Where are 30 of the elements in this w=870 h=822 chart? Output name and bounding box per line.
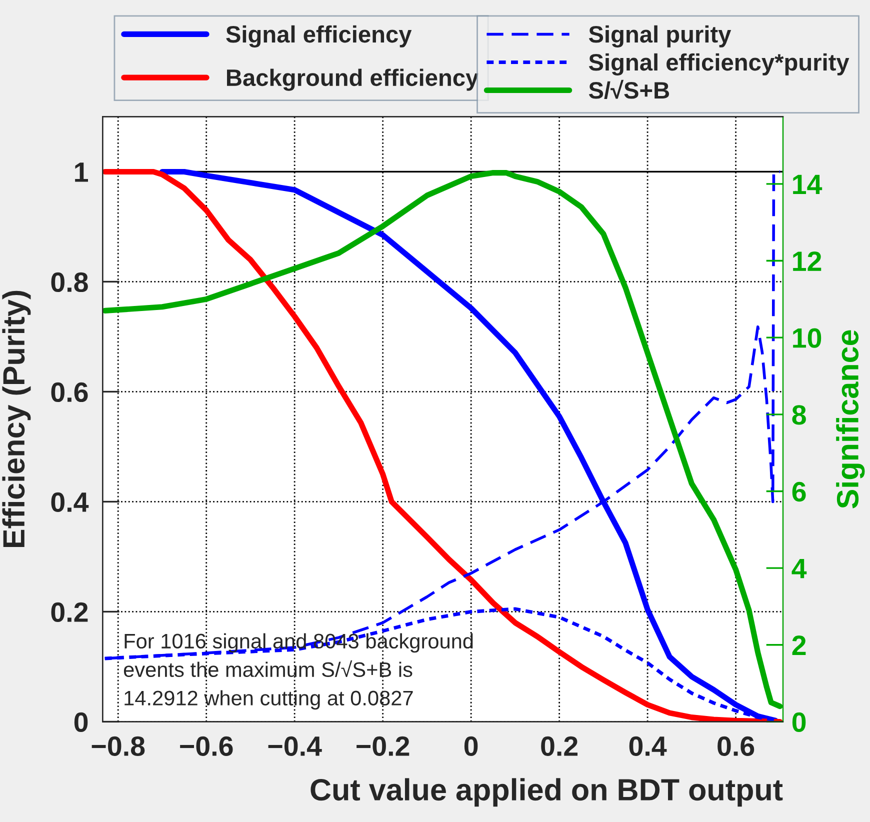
y2-tick-label: 4 (792, 559, 807, 578)
y-axis-title: Efficiency (Purity) (2, 290, 31, 548)
legend-label: Background efficiency (227, 68, 479, 91)
x-tick-label: −0.2 (356, 736, 410, 756)
x-tick-label: 0 (464, 736, 478, 756)
y2-tick-label: 14 (793, 174, 822, 194)
y2-tick-label: 12 (793, 251, 822, 271)
x-tick-label: −0.4 (268, 736, 322, 756)
legend-label: Signal efficiency (226, 25, 412, 48)
y-tick-label: 1 (75, 162, 88, 182)
x-axis-title: Cut value applied on BDT output (310, 778, 783, 807)
y2-tick-label: 6 (792, 482, 806, 502)
y2-axis-title: Significance (836, 330, 865, 508)
x-tick-label: 0.2 (541, 736, 578, 756)
y2-tick-label: 0 (792, 712, 806, 732)
y-tick-label: 0.2 (51, 602, 88, 622)
y2-tick-label: 8 (792, 405, 806, 425)
x-tick-label: 0.4 (629, 736, 667, 756)
y-tick-label: 0.8 (51, 272, 88, 292)
x-tick-label: 0.6 (718, 736, 754, 756)
y-tick-label: 0.6 (51, 382, 88, 402)
y-tick-label: 0.4 (51, 492, 89, 512)
x-tick-label: −0.6 (180, 736, 233, 756)
y-tick-label: 0 (74, 712, 88, 732)
y2-tick-label: 2 (792, 636, 806, 655)
legend-label: Signal purity (588, 25, 732, 48)
legend-label: Signal efficiency*purity (588, 53, 850, 76)
legend-label: S/√S+B (588, 80, 670, 99)
y2-tick-label: 10 (793, 328, 822, 348)
x-tick-label: −0.8 (92, 736, 145, 756)
